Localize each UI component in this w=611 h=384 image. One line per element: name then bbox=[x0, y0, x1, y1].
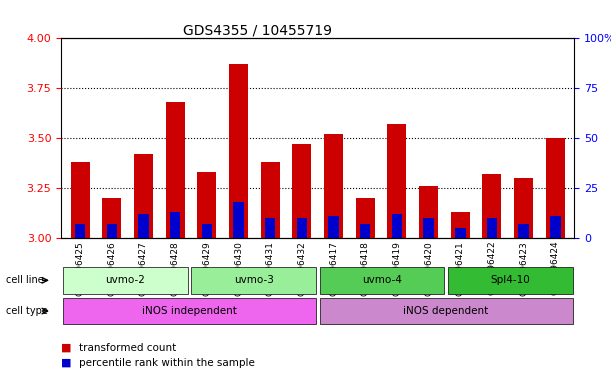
Bar bbox=[233, 202, 244, 238]
Text: iNOS independent: iNOS independent bbox=[142, 306, 237, 316]
Text: uvmo-2: uvmo-2 bbox=[105, 275, 145, 285]
Bar bbox=[202, 224, 212, 238]
Bar bbox=[546, 138, 565, 238]
Bar bbox=[293, 144, 312, 238]
Bar bbox=[297, 218, 307, 238]
Bar bbox=[170, 212, 180, 238]
Text: uvmo-3: uvmo-3 bbox=[233, 275, 274, 285]
Text: percentile rank within the sample: percentile rank within the sample bbox=[79, 358, 255, 368]
Bar bbox=[261, 162, 280, 238]
Bar bbox=[514, 178, 533, 238]
Bar bbox=[487, 218, 497, 238]
Bar bbox=[229, 65, 248, 238]
Bar bbox=[75, 224, 86, 238]
Text: iNOS dependent: iNOS dependent bbox=[403, 306, 489, 316]
Bar bbox=[550, 216, 560, 238]
Bar bbox=[138, 214, 148, 238]
Text: GDS4355 / 10455719: GDS4355 / 10455719 bbox=[183, 23, 332, 37]
Text: cell type: cell type bbox=[6, 306, 48, 316]
Bar bbox=[455, 228, 466, 238]
Text: cell line: cell line bbox=[6, 275, 44, 285]
Bar bbox=[134, 154, 153, 238]
Text: Spl4-10: Spl4-10 bbox=[490, 275, 530, 285]
Bar bbox=[328, 216, 338, 238]
Bar bbox=[387, 124, 406, 238]
Bar bbox=[483, 174, 502, 238]
Bar bbox=[265, 218, 276, 238]
Bar bbox=[451, 212, 470, 238]
Bar bbox=[356, 198, 375, 238]
Bar bbox=[166, 102, 185, 238]
Bar bbox=[419, 186, 438, 238]
Bar bbox=[106, 224, 117, 238]
Text: transformed count: transformed count bbox=[79, 343, 177, 353]
Bar bbox=[197, 172, 216, 238]
Text: ■: ■ bbox=[61, 358, 71, 368]
Bar bbox=[360, 224, 370, 238]
Bar bbox=[71, 162, 90, 238]
Bar bbox=[423, 218, 434, 238]
Bar bbox=[324, 134, 343, 238]
Text: ■: ■ bbox=[61, 343, 71, 353]
Bar bbox=[102, 198, 122, 238]
Bar bbox=[518, 224, 529, 238]
Bar bbox=[392, 214, 402, 238]
Text: uvmo-4: uvmo-4 bbox=[362, 275, 402, 285]
